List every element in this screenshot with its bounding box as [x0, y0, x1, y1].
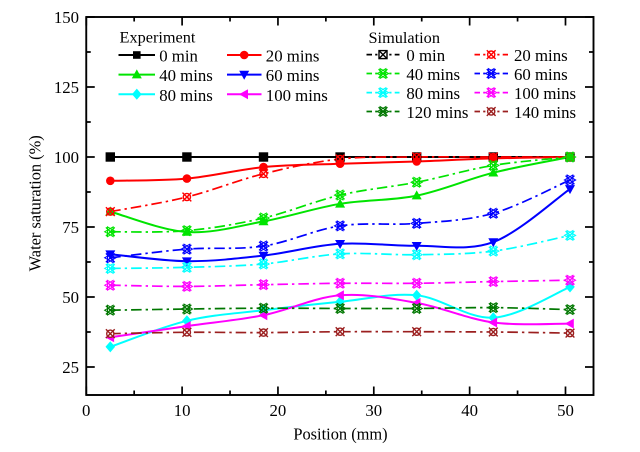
svg-text:100: 100	[54, 148, 79, 167]
svg-text:0 min: 0 min	[159, 47, 198, 66]
svg-text:150: 150	[54, 8, 79, 27]
svg-text:10: 10	[174, 401, 191, 420]
svg-text:50: 50	[62, 288, 79, 307]
svg-text:80 mins: 80 mins	[159, 86, 213, 105]
svg-text:40 mins: 40 mins	[406, 65, 460, 84]
svg-text:100 mins: 100 mins	[266, 86, 328, 105]
svg-text:20 mins: 20 mins	[266, 47, 320, 66]
svg-text:30: 30	[365, 401, 382, 420]
svg-text:20: 20	[270, 401, 287, 420]
svg-text:0: 0	[82, 401, 90, 420]
svg-text:20 mins: 20 mins	[514, 46, 568, 65]
svg-text:75: 75	[62, 218, 79, 237]
svg-text:0 min: 0 min	[406, 46, 445, 65]
svg-text:100 mins: 100 mins	[514, 84, 576, 103]
svg-text:140 mins: 140 mins	[514, 103, 576, 122]
svg-text:120 mins: 120 mins	[406, 103, 468, 122]
svg-text:50: 50	[557, 401, 574, 420]
svg-text:125: 125	[54, 78, 79, 97]
svg-text:Simulation: Simulation	[369, 28, 440, 47]
svg-text:80 mins: 80 mins	[406, 84, 460, 103]
svg-text:Experiment: Experiment	[120, 27, 196, 46]
svg-text:Position (mm): Position (mm)	[293, 425, 387, 444]
svg-text:25: 25	[62, 358, 79, 377]
svg-text:40 mins: 40 mins	[159, 66, 213, 85]
svg-text:60 mins: 60 mins	[514, 65, 568, 84]
svg-text:40: 40	[461, 401, 478, 420]
svg-text:Water saturation (%): Water saturation (%)	[26, 135, 45, 271]
svg-text:60 mins: 60 mins	[266, 66, 320, 85]
